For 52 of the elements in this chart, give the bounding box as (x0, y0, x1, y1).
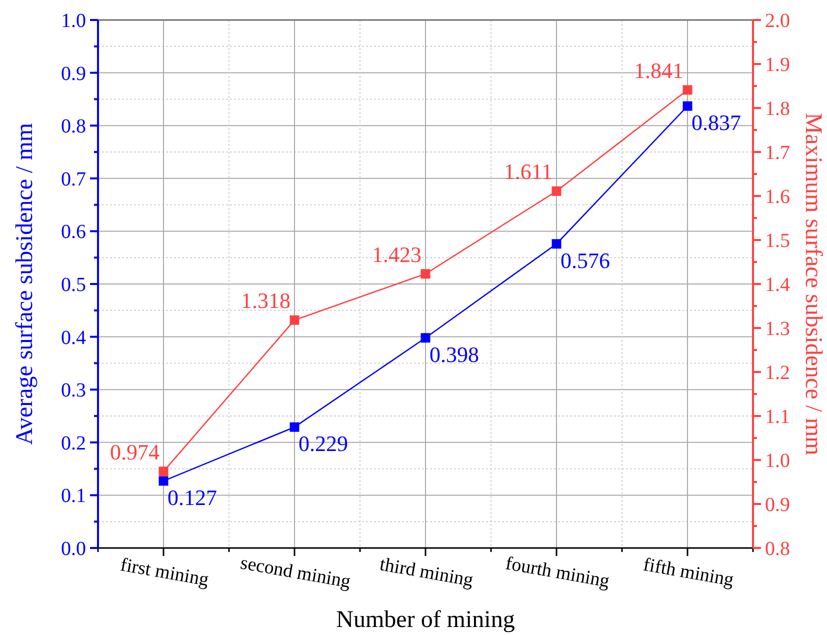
y-tick-label: 0.3 (61, 380, 86, 402)
x-axis-title: Number of mining (336, 607, 515, 633)
data-label: 0.974 (110, 439, 160, 464)
point (552, 239, 562, 249)
y2-tick-label: 1.3 (765, 318, 790, 340)
y-tick-label: 0.7 (61, 168, 86, 190)
point (290, 315, 300, 325)
y-tick-label: 0.5 (61, 274, 86, 296)
x-tick-label: first mining (118, 554, 211, 591)
y2-tick-label: 1.8 (765, 98, 790, 120)
y-tick-label: 0.6 (61, 221, 86, 244)
x-tick-label: fifth mining (642, 554, 736, 591)
y-tick-label: 0.1 (61, 485, 86, 508)
data-label: 1.841 (634, 58, 684, 83)
y2-tick-label: 1.6 (765, 186, 790, 208)
point (420, 333, 430, 343)
data-label: 0.576 (560, 248, 610, 273)
y2-tick-label: 1.7 (765, 142, 790, 164)
point (158, 466, 168, 476)
y2-tick-label: 2.0 (765, 10, 790, 32)
y2-tick-label: 1.5 (765, 230, 790, 252)
y2-tick-label: 1.1 (765, 406, 790, 428)
data-label: 0.229 (298, 431, 348, 456)
point (290, 422, 300, 432)
y2-tick-label: 1.9 (765, 54, 790, 76)
point (552, 186, 562, 196)
y-tick-label: 0.4 (61, 326, 86, 349)
x-tick-label: second mining (238, 552, 353, 593)
x-tick-label: fourth mining (504, 553, 612, 592)
y2-tick-label: 1.2 (765, 362, 790, 384)
y2-tick-label: 1.0 (765, 450, 790, 472)
y-tick-label: 1.0 (61, 10, 86, 32)
y-tick-label: 0.2 (61, 432, 86, 454)
y2-tick-label: 1.4 (765, 274, 790, 296)
point (420, 269, 430, 279)
data-label: 1.318 (241, 288, 290, 314)
y-axis-title: Average surface subsidence / mm (12, 122, 38, 446)
point (158, 476, 168, 486)
data-label: 1.611 (504, 159, 552, 184)
y2-tick-label: 0.9 (765, 494, 790, 516)
data-label: 0.837 (692, 110, 741, 136)
data-label: 0.127 (168, 484, 217, 510)
y-tick-label: 0.0 (61, 538, 86, 560)
point (682, 85, 692, 95)
y2-axis-title: Maximum surface subsidence / mm (800, 112, 826, 456)
point (682, 101, 692, 111)
data-label: 1.423 (372, 242, 422, 267)
x-tick-label: third mining (378, 554, 476, 592)
y2-tick-label: 0.8 (765, 538, 790, 560)
y-tick-label: 0.8 (61, 116, 86, 138)
y-tick-label: 0.9 (61, 62, 86, 85)
data-label: 0.398 (430, 342, 479, 367)
